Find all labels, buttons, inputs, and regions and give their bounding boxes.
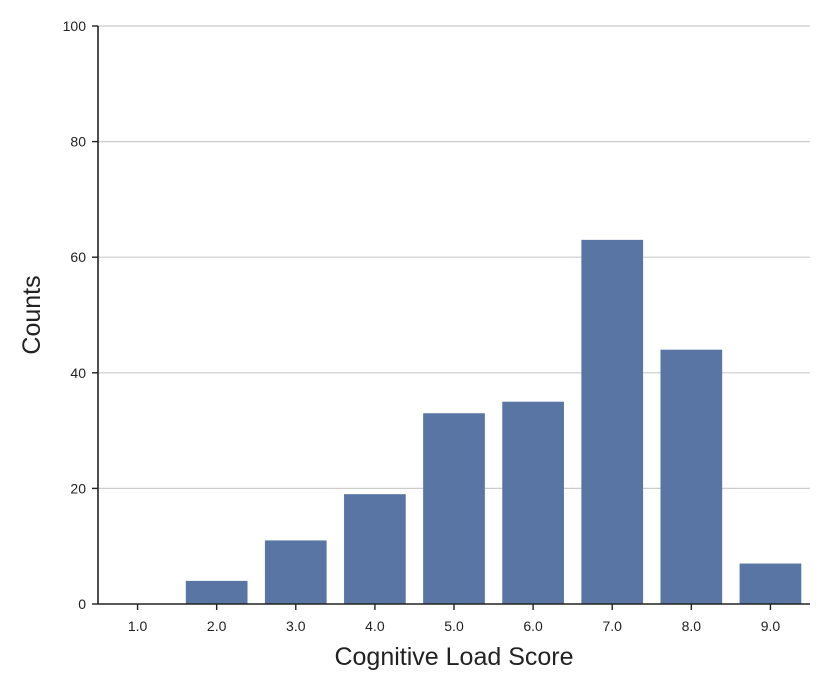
y-tick-label: 0 [78,596,86,612]
y-tick-label: 100 [63,18,87,34]
bar-3.0 [264,540,327,604]
x-tick-label: 8.0 [682,618,702,634]
y-tick-label: 80 [70,134,86,150]
bar-7.0 [581,239,644,605]
y-ticks: 0 20 40 60 80 100 [63,18,98,612]
x-tick-label: 2.0 [207,618,227,634]
y-tick-label: 40 [70,365,86,381]
bar-9.0 [739,563,802,604]
y-tick-label: 60 [70,249,86,265]
bar-8.0 [660,349,723,604]
bar-4.0 [344,494,406,604]
bar-5.0 [423,413,485,604]
bar-2.0 [185,580,248,604]
x-axis-title: Cognitive Load Score [334,643,573,671]
x-tick-label: 4.0 [365,618,385,634]
x-ticks: 1.0 2.0 3.0 4.0 5.0 6.0 7.0 8.0 9.0 [128,604,781,634]
bars [185,239,802,605]
x-tick-label: 7.0 [602,618,622,634]
bar-6.0 [502,401,564,604]
x-tick-label: 1.0 [128,618,148,634]
x-tick-label: 6.0 [523,618,543,634]
y-tick-label: 20 [70,480,86,496]
y-axis-title: Counts [18,275,46,354]
x-tick-label: 3.0 [286,618,306,634]
x-tick-label: 9.0 [761,618,781,634]
x-tick-label: 5.0 [444,618,464,634]
